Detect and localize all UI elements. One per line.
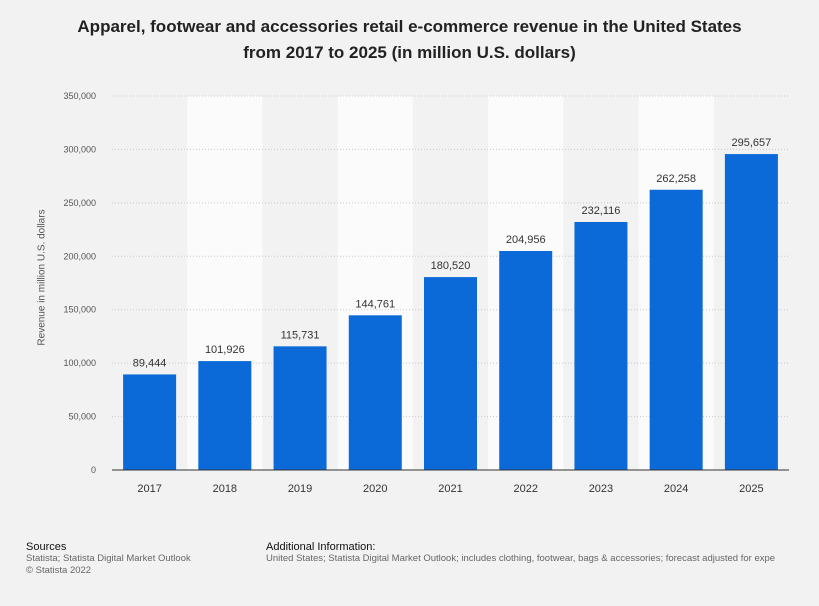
- bar-2024: [649, 189, 703, 470]
- bar-2025: [724, 154, 778, 470]
- bar-2021: [424, 277, 477, 470]
- x-tick-label-2025: 2025: [739, 483, 763, 495]
- data-label-2019: 115,731: [281, 329, 320, 341]
- chart-title-line1: Apparel, footwear and accessories retail…: [77, 17, 742, 36]
- data-label-2024: 262,258: [656, 173, 696, 185]
- x-tick-label-2023: 2023: [589, 483, 613, 495]
- y-tick-label: 100,000: [63, 358, 96, 368]
- data-label-2022: 204,956: [506, 234, 546, 246]
- additional-info-block: Additional Information: United States; S…: [266, 541, 819, 565]
- x-tick-label-2017: 2017: [137, 483, 161, 495]
- y-tick-label: 250,000: [63, 198, 96, 208]
- additional-info-heading: Additional Information:: [266, 541, 376, 553]
- y-tick-label: 300,000: [63, 144, 96, 154]
- additional-info-text: United States; Statista Digital Market O…: [266, 553, 776, 564]
- sources-heading: Sources: [26, 541, 67, 553]
- y-tick-label: 350,000: [63, 91, 96, 101]
- data-label-2018: 101,926: [205, 344, 245, 356]
- y-tick-label: 50,000: [68, 412, 96, 422]
- data-label-2017: 89,444: [133, 357, 167, 369]
- chart-title: Apparel, footwear and accessories retail…: [0, 14, 819, 66]
- x-tick-label-2021: 2021: [438, 483, 462, 495]
- data-label-2020: 144,761: [355, 298, 395, 310]
- y-tick-label: 200,000: [63, 251, 96, 261]
- bar-2022: [499, 250, 553, 470]
- x-tick-label-2020: 2020: [363, 483, 387, 495]
- x-tick-label-2019: 2019: [288, 483, 312, 495]
- bar-2020: [348, 315, 402, 470]
- y-tick-label: 0: [91, 465, 96, 475]
- copyright-line: © Statista 2022: [26, 565, 92, 576]
- data-label-2023: 232,116: [581, 205, 620, 217]
- chart-title-line2: from 2017 to 2025 (in million U.S. dolla…: [243, 43, 576, 62]
- bar-2019: [273, 346, 327, 470]
- bar-2017: [123, 374, 177, 470]
- y-tick-label: 150,000: [63, 305, 96, 315]
- bar-chart: 0 50,000 100,000 150,000 200,000 250,000 300,0…: [63, 91, 789, 495]
- sources-block: Sources Statista; Statista Digital Marke…: [26, 541, 191, 577]
- x-tick-label-2024: 2024: [664, 483, 688, 495]
- data-label-2021: 180,520: [431, 260, 471, 272]
- x-tick-label-2022: 2022: [513, 483, 537, 495]
- data-label-2025: 295,657: [732, 137, 772, 149]
- sources-line: Statista; Statista Digital Market Outloo…: [26, 553, 191, 564]
- x-tick-label-2018: 2018: [213, 483, 237, 495]
- bar-2023: [574, 221, 628, 470]
- bar-2018: [198, 361, 252, 470]
